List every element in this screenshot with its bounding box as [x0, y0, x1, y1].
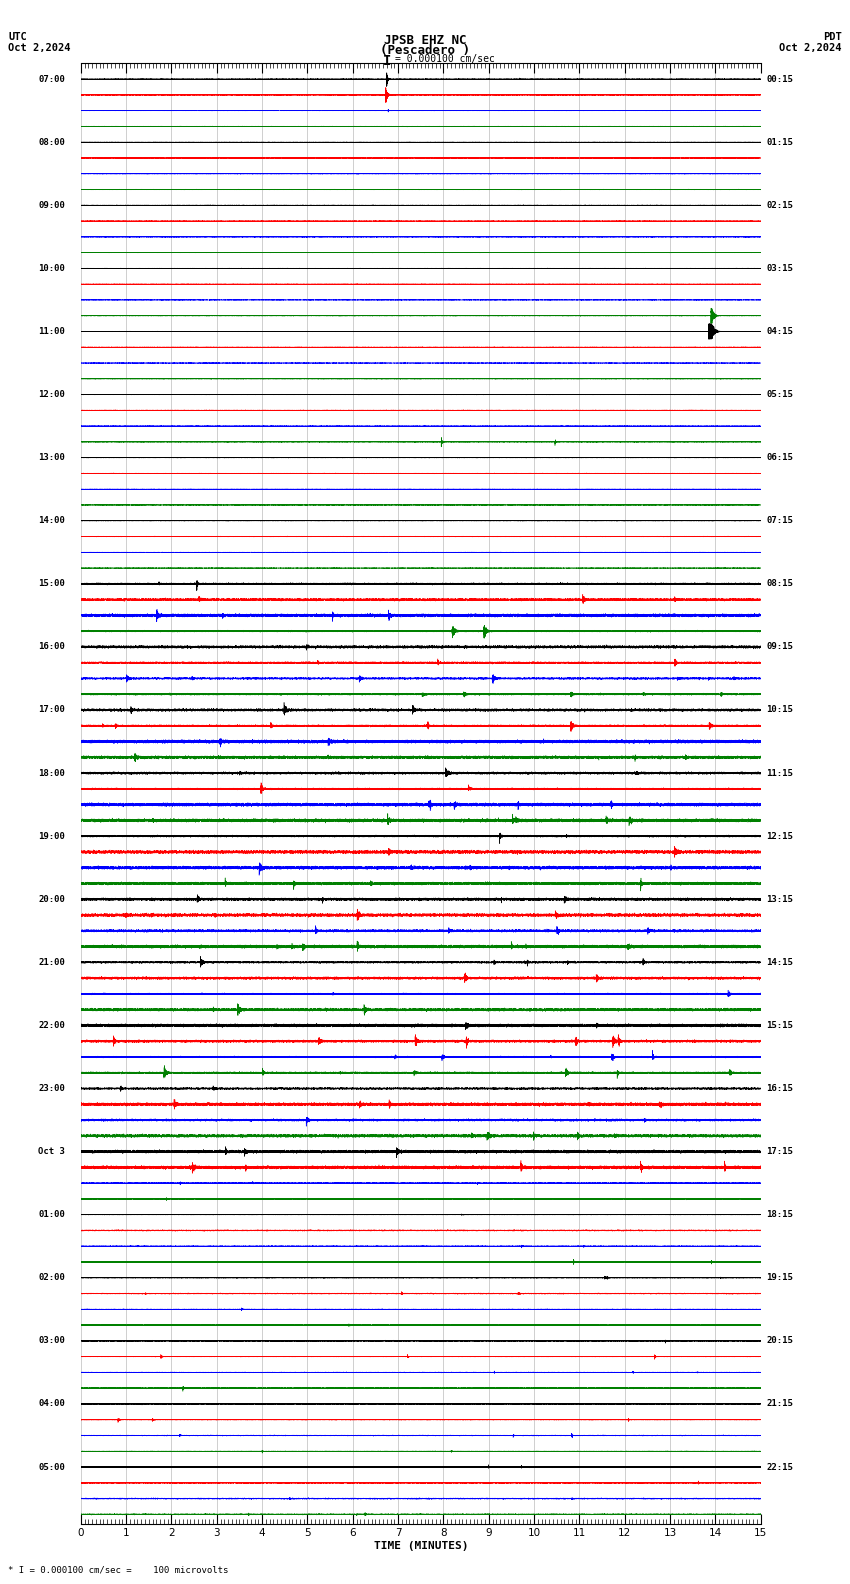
Text: 19:15: 19:15 [766, 1274, 793, 1283]
Text: 03:00: 03:00 [38, 1337, 65, 1345]
Text: 16:15: 16:15 [766, 1083, 793, 1093]
Text: 12:15: 12:15 [766, 832, 793, 841]
Text: (Pescadero ): (Pescadero ) [380, 44, 470, 57]
Text: 20:00: 20:00 [38, 895, 65, 904]
Text: I: I [382, 54, 391, 68]
Text: 05:00: 05:00 [38, 1462, 65, 1472]
Text: 03:15: 03:15 [766, 265, 793, 272]
Text: 20:15: 20:15 [766, 1337, 793, 1345]
Text: 22:15: 22:15 [766, 1462, 793, 1472]
Text: 00:15: 00:15 [766, 74, 793, 84]
Text: 21:15: 21:15 [766, 1399, 793, 1408]
Text: 23:00: 23:00 [38, 1083, 65, 1093]
Text: 08:00: 08:00 [38, 138, 65, 147]
Text: 11:15: 11:15 [766, 768, 793, 778]
Text: 14:15: 14:15 [766, 958, 793, 966]
Text: 16:00: 16:00 [38, 643, 65, 651]
Text: 13:15: 13:15 [766, 895, 793, 904]
Text: 15:00: 15:00 [38, 580, 65, 588]
Text: 10:15: 10:15 [766, 705, 793, 714]
Text: 21:00: 21:00 [38, 958, 65, 966]
Text: 01:00: 01:00 [38, 1210, 65, 1220]
Text: 22:00: 22:00 [38, 1022, 65, 1030]
Text: 06:15: 06:15 [766, 453, 793, 463]
Text: 10:00: 10:00 [38, 265, 65, 272]
Text: 08:15: 08:15 [766, 580, 793, 588]
X-axis label: TIME (MINUTES): TIME (MINUTES) [373, 1541, 468, 1551]
Text: 09:00: 09:00 [38, 201, 65, 209]
Text: JPSB EHZ NC: JPSB EHZ NC [383, 33, 467, 48]
Text: 18:15: 18:15 [766, 1210, 793, 1220]
Text: 11:00: 11:00 [38, 326, 65, 336]
Text: 14:00: 14:00 [38, 516, 65, 526]
Text: 19:00: 19:00 [38, 832, 65, 841]
Text: 13:00: 13:00 [38, 453, 65, 463]
Text: 17:00: 17:00 [38, 705, 65, 714]
Text: Oct 2,2024: Oct 2,2024 [8, 43, 71, 52]
Text: 17:15: 17:15 [766, 1147, 793, 1156]
Text: 02:15: 02:15 [766, 201, 793, 209]
Text: 09:15: 09:15 [766, 643, 793, 651]
Text: 07:15: 07:15 [766, 516, 793, 526]
Text: * I = 0.000100 cm/sec =    100 microvolts: * I = 0.000100 cm/sec = 100 microvolts [8, 1565, 229, 1574]
Text: 05:15: 05:15 [766, 390, 793, 399]
Text: = 0.000100 cm/sec: = 0.000100 cm/sec [395, 54, 495, 63]
Text: 04:15: 04:15 [766, 326, 793, 336]
Text: PDT: PDT [823, 32, 842, 43]
Text: 02:00: 02:00 [38, 1274, 65, 1283]
Text: 18:00: 18:00 [38, 768, 65, 778]
Text: UTC: UTC [8, 32, 27, 43]
Text: 15:15: 15:15 [766, 1022, 793, 1030]
Text: Oct 3: Oct 3 [38, 1147, 65, 1156]
Text: 01:15: 01:15 [766, 138, 793, 147]
Text: 07:00: 07:00 [38, 74, 65, 84]
Text: 04:00: 04:00 [38, 1399, 65, 1408]
Text: 12:00: 12:00 [38, 390, 65, 399]
Text: Oct 2,2024: Oct 2,2024 [779, 43, 842, 52]
